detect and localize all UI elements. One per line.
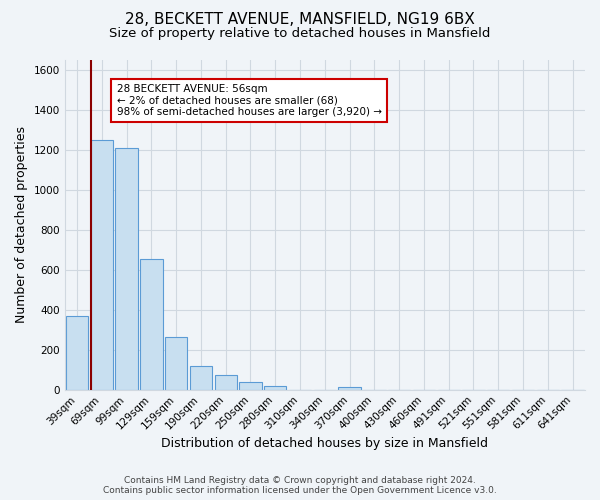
Bar [190,366,212,390]
Bar [66,316,88,390]
X-axis label: Distribution of detached houses by size in Mansfield: Distribution of detached houses by size … [161,437,488,450]
Bar [338,386,361,390]
Bar [215,375,237,390]
Bar [115,148,138,390]
Bar [140,259,163,390]
Text: Contains HM Land Registry data © Crown copyright and database right 2024.
Contai: Contains HM Land Registry data © Crown c… [103,476,497,495]
Y-axis label: Number of detached properties: Number of detached properties [15,126,28,324]
Text: Size of property relative to detached houses in Mansfield: Size of property relative to detached ho… [109,28,491,40]
Bar [165,337,187,390]
Text: 28 BECKETT AVENUE: 56sqm
← 2% of detached houses are smaller (68)
98% of semi-de: 28 BECKETT AVENUE: 56sqm ← 2% of detache… [117,84,382,117]
Text: 28, BECKETT AVENUE, MANSFIELD, NG19 6BX: 28, BECKETT AVENUE, MANSFIELD, NG19 6BX [125,12,475,28]
Bar [91,140,113,390]
Bar [264,386,286,390]
Bar [239,382,262,390]
